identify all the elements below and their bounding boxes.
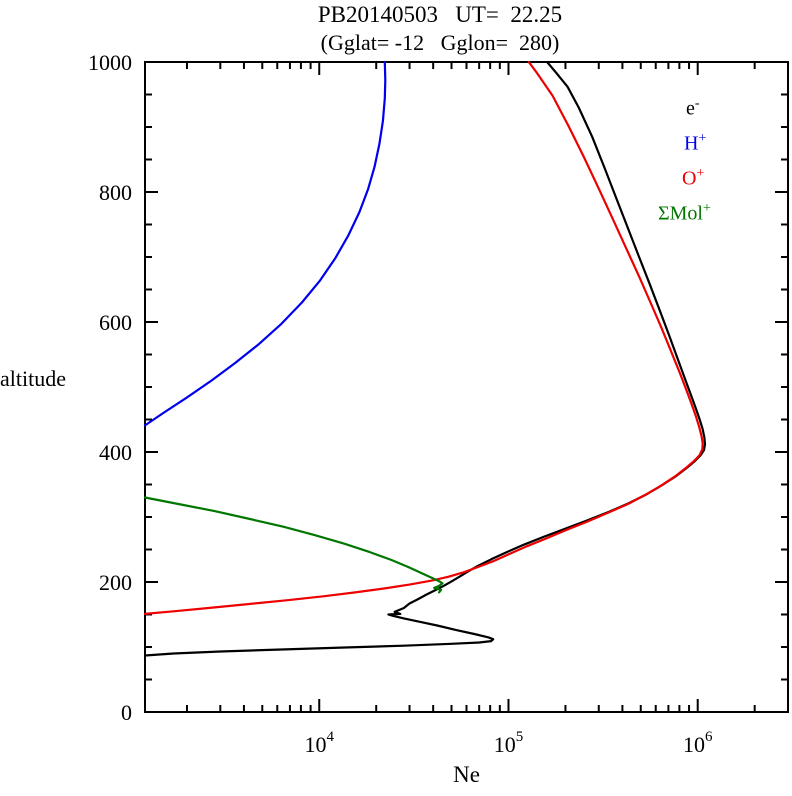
y-tick-label: 400 (99, 440, 132, 465)
legend-item-h-plus: H+ (684, 131, 706, 156)
y-tick-label: 0 (121, 700, 132, 725)
curve-O+ (143, 60, 704, 616)
legend-item-mol-plus: ΣMol+ (658, 201, 711, 226)
legend-label-sup: - (694, 96, 700, 111)
legend-label-sup: + (696, 166, 705, 181)
legend-label-sup: + (698, 131, 707, 146)
curve-Mol+ (143, 496, 444, 594)
x-tick-label: 105 (494, 729, 524, 757)
legend-item-electron: e- (686, 96, 700, 121)
legend-label: H (684, 132, 699, 155)
legend-label: ΣMol (658, 202, 703, 225)
curve-e- (143, 60, 707, 657)
chart-title: PB20140503 UT= 22.25 (317, 2, 563, 27)
y-tick-label: 1000 (88, 50, 132, 75)
y-axis-label: altitude (0, 366, 66, 391)
x-axis-label: Ne (453, 762, 480, 787)
curve-H+ (143, 60, 387, 427)
y-tick-label: 800 (99, 180, 132, 205)
x-tick-label: 104 (304, 729, 334, 757)
y-tick-label: 200 (99, 570, 132, 595)
plot-border (144, 61, 789, 713)
y-tick-label: 600 (99, 310, 132, 335)
legend-label: e (686, 97, 695, 120)
x-tick-label: 106 (683, 729, 713, 757)
legend-label-sup: + (702, 201, 711, 216)
chart-subtitle: (Gglat= -12 Gglon= 280) (320, 30, 560, 55)
legend-label: O (682, 167, 697, 190)
legend-item-o-plus: O+ (682, 166, 704, 191)
